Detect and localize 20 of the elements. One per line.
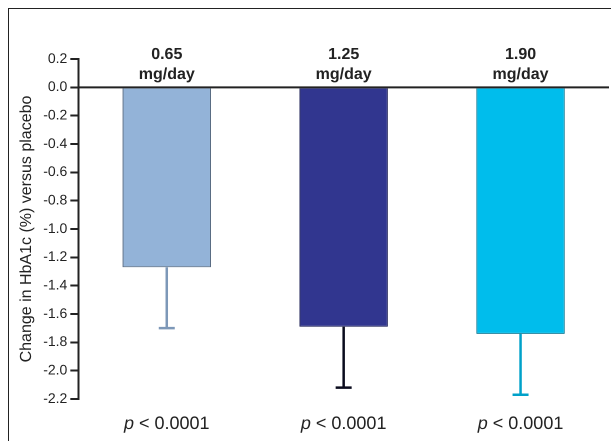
x-tick-label: 1.25 mg/day bbox=[316, 46, 372, 83]
y-tick-label: -0.6 bbox=[43, 163, 68, 180]
y-tick-label: -1.4 bbox=[43, 276, 68, 293]
y-axis-title: Change in HbA1c (%) versus placebo bbox=[18, 96, 36, 362]
y-tick-label: -1.2 bbox=[43, 248, 68, 264]
y-tick-label: -2.0 bbox=[43, 362, 68, 378]
y-tick-label: 0.2 bbox=[48, 50, 68, 66]
y-tick-label: -0.8 bbox=[43, 192, 68, 208]
text: p < 0.0001 bbox=[122, 413, 210, 433]
text: p < 0.0001 bbox=[300, 413, 386, 433]
y-tick-label: -2.2 bbox=[43, 390, 68, 406]
y-tick-label: -0.2 bbox=[43, 106, 68, 123]
y-tick-label: -0.4 bbox=[43, 134, 68, 151]
x-tick-label: 0.65 mg/day bbox=[138, 46, 195, 83]
text: p < 0.0001 bbox=[476, 413, 564, 433]
y-tick-label: 0.0 bbox=[48, 78, 68, 94]
y-tick-label: -1.8 bbox=[43, 333, 68, 350]
y-tick-label: -1.6 bbox=[43, 304, 68, 321]
y-tick-label: -1.0 bbox=[43, 220, 68, 236]
x-tick-label: 1.90 mg/day bbox=[492, 46, 549, 83]
